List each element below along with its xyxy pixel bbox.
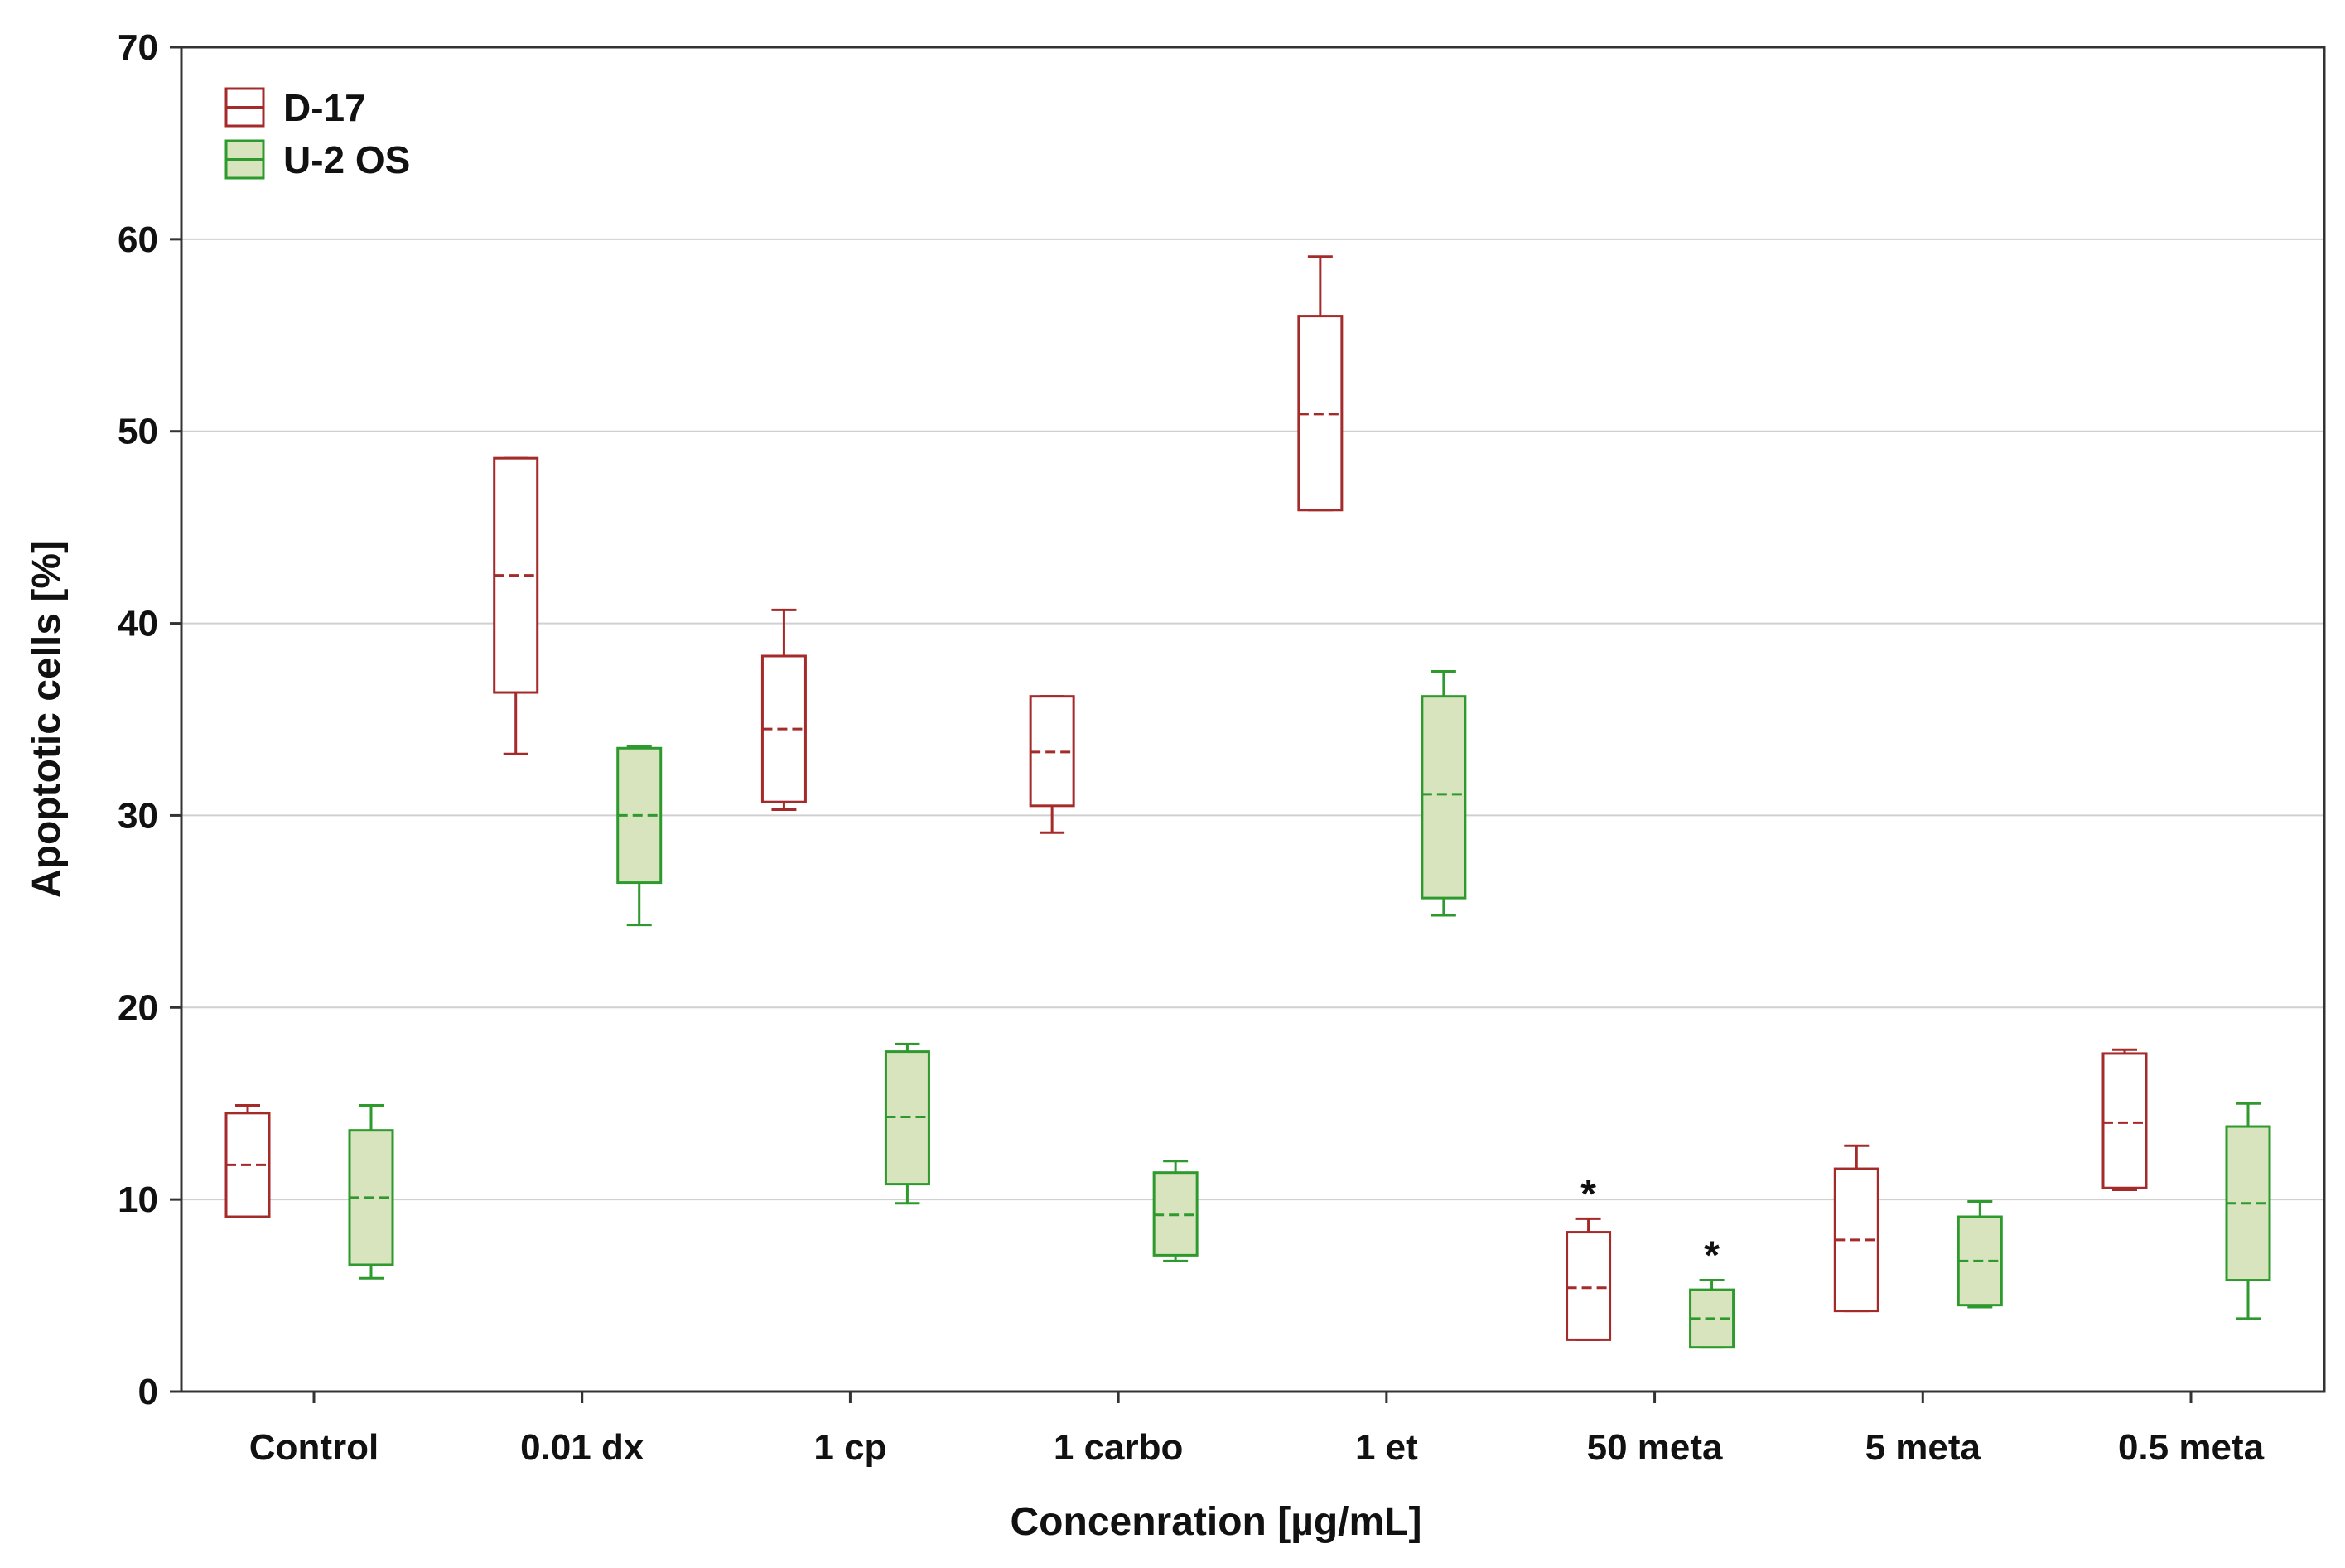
x-tick-label-0.01 dx: 0.01 dx [520,1427,644,1468]
y-tick-label-70: 70 [118,27,158,68]
x-tick-label-0.5 meta: 0.5 meta [2118,1427,2265,1468]
box-d17-1-cp [760,608,807,811]
legend: D-17 U-2 OS [224,86,410,181]
y-tick-label-20: 20 [118,987,158,1028]
y-tick-label-40: 40 [118,604,158,644]
legend-label-d17: D-17 [283,86,366,129]
x-tick-label-1 et: 1 et [1355,1427,1418,1468]
x-tick-label-1 carbo: 1 carbo [1054,1427,1184,1468]
box-d17-0.5-meta [2101,1048,2148,1192]
legend-label-u2os: U-2 OS [283,138,410,181]
plot-area-frame [180,46,2326,1393]
y-tick-label-60: 60 [118,220,158,260]
y-tick-label-50: 50 [118,412,158,452]
box-series [224,255,2271,1349]
box-d17-1-et [1297,255,1344,512]
x-tick-label-5 meta: 5 meta [1865,1427,1981,1468]
box-d17-50-meta [1566,1217,1612,1341]
x-tick-label-Control: Control [249,1427,379,1468]
significance-annotations: ** [1580,1172,1720,1277]
box-d17-0.01-dx [493,456,539,755]
y-tick-label-30: 30 [118,795,158,836]
x-tick-label-1 cp: 1 cp [813,1427,886,1468]
y-axis-ticks: 0 10 20 30 40 50 60 70 [118,27,181,1412]
box-u2os-0.5-meta [2225,1102,2271,1320]
box-u2os-Control [348,1104,394,1280]
box-u2os-0.01-dx [616,745,663,927]
y-tick-label-0: 0 [138,1372,158,1412]
box-u2os-5-meta [1957,1199,2003,1309]
box-iqr [2101,1052,2148,1189]
y-axis-title: Apoptotic cells [%] [25,540,69,898]
y-tick-label-10: 10 [118,1180,158,1220]
x-axis-ticks: Control 0.01 dx 1 cp 1 carbo 1 et 50 meta 5 me… [249,1392,2265,1468]
x-axis-title: Concenration [µg/mL] [1011,1500,1422,1544]
box-u2os-1-et [1421,670,1467,917]
significance-marker-1: * [1704,1234,1720,1278]
x-tick-label-50 meta: 50 meta [1587,1427,1723,1468]
box-d17-Control [224,1104,271,1218]
box-iqr [1566,1231,1612,1341]
box-u2os-1-cp [884,1042,930,1205]
significance-marker-0: * [1580,1172,1596,1216]
box-u2os-50-meta [1689,1279,1735,1349]
box-iqr [1421,695,1467,900]
box-d17-5-meta [1833,1144,1879,1313]
box-d17-1-carbo [1029,695,1075,834]
box-u2os-1-carbo [1152,1160,1199,1262]
